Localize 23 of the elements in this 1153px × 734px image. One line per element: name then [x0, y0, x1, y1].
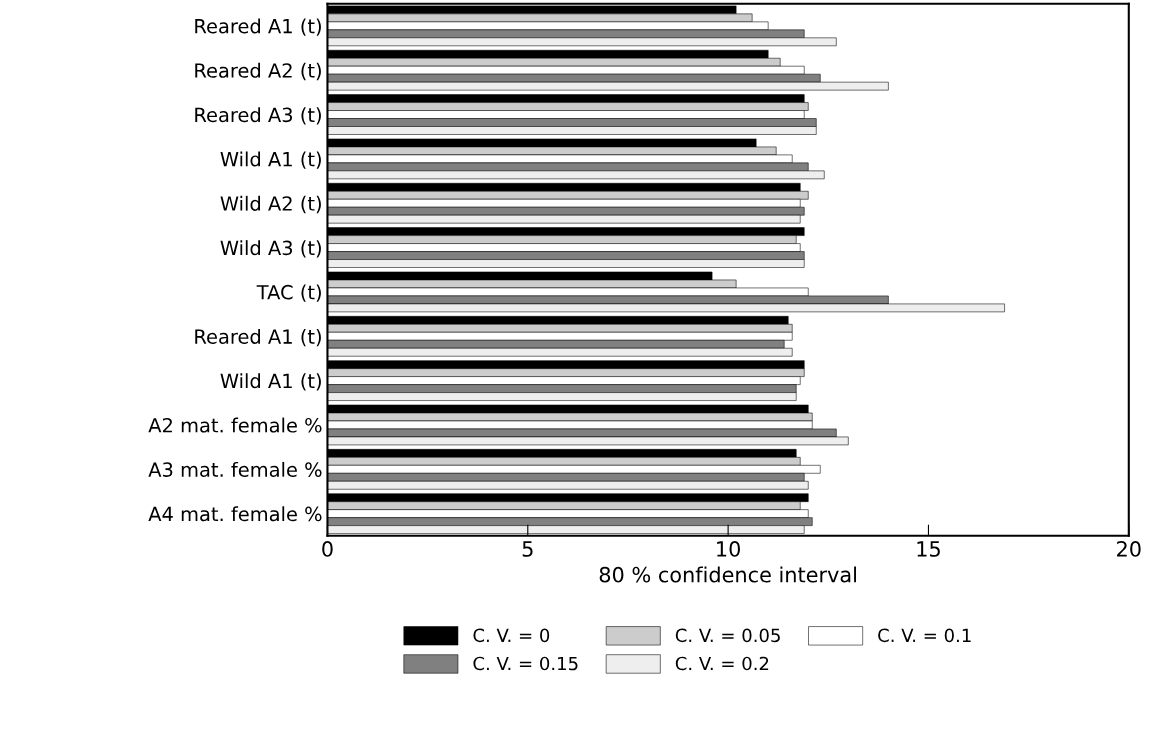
legend-label: C. V. = 0.1: [878, 628, 971, 643]
y-tick-label: Wild A1 (t): [220, 151, 321, 169]
x-tick-label: 10: [717, 541, 740, 557]
legend-label: C. V. = 0.2: [675, 656, 769, 671]
y-tick-label: TAC (t): [256, 284, 321, 302]
y-tick-label: A3 mat. female %: [148, 461, 322, 477]
y-tick-label: Wild A2 (t): [220, 195, 321, 214]
y-tick-label: Wild A3 (t): [220, 240, 321, 258]
y-tick-label: A2 mat. female %: [148, 417, 322, 433]
legend-label: C. V. = 0.05: [675, 628, 780, 643]
y-tick-label: Reared A2 (t): [195, 62, 321, 81]
y-tick-label: Reared A1 (t): [195, 18, 321, 36]
x-tick-label: 15: [917, 541, 940, 557]
x-tick-label: 20: [1117, 541, 1141, 557]
legend-label: C. V. = 0: [473, 628, 550, 643]
x-axis-title: 80 % confidence interval: [599, 566, 856, 583]
y-tick-label: Wild A1 (t): [220, 373, 321, 391]
x-tick-label: 0: [322, 541, 333, 557]
x-tick-label: 5: [522, 541, 533, 557]
y-tick-label: Reared A3 (t): [195, 107, 321, 125]
y-tick-label: Reared A1 (t): [195, 328, 321, 347]
y-tick-label: A4 mat. female %: [148, 506, 322, 522]
legend-label: C. V. = 0.15: [473, 656, 578, 671]
